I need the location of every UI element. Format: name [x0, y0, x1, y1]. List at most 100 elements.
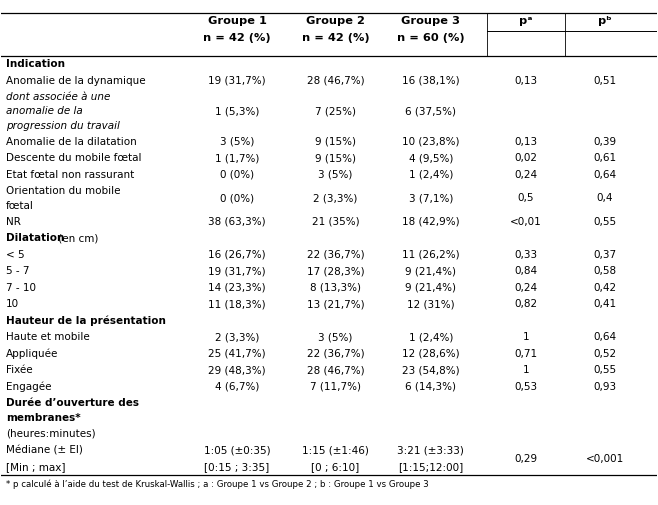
Text: 3 (5%): 3 (5%) [318, 332, 353, 342]
Text: 0,29: 0,29 [515, 453, 538, 464]
Text: 0,13: 0,13 [515, 76, 538, 86]
Text: 10: 10 [6, 299, 19, 310]
Text: * p calculé à l’aide du test de Kruskal-Wallis ; a : Groupe 1 vs Groupe 2 ; b : : * p calculé à l’aide du test de Kruskal-… [6, 480, 429, 489]
Text: n = 42 (%): n = 42 (%) [203, 33, 271, 43]
Text: 3 (7,1%): 3 (7,1%) [409, 193, 453, 204]
Text: 0,93: 0,93 [594, 382, 617, 392]
Text: Anomalie de la dynamique: Anomalie de la dynamique [6, 76, 145, 86]
Text: 0,4: 0,4 [597, 193, 613, 204]
Text: Orientation du mobile: Orientation du mobile [6, 186, 120, 196]
Text: 0 (0%): 0 (0%) [220, 193, 254, 204]
Text: 0,55: 0,55 [594, 365, 617, 375]
Text: Fixée: Fixée [6, 365, 33, 375]
Text: < 5: < 5 [6, 250, 24, 260]
Text: [0 ; 6:10]: [0 ; 6:10] [311, 462, 360, 472]
Text: 38 (63,3%): 38 (63,3%) [209, 217, 266, 227]
Text: (heures:minutes): (heures:minutes) [6, 429, 95, 439]
Text: 1:05 (±0:35): 1:05 (±0:35) [204, 445, 270, 456]
Text: 4 (6,7%): 4 (6,7%) [215, 382, 259, 392]
Text: Etat fœtal non rassurant: Etat fœtal non rassurant [6, 170, 134, 180]
Text: NR: NR [6, 217, 21, 227]
Text: 7 (25%): 7 (25%) [315, 107, 356, 116]
Text: 0,02: 0,02 [515, 154, 538, 164]
Text: Médiane (± EI): Médiane (± EI) [6, 445, 83, 456]
Text: Durée d’ouverture des: Durée d’ouverture des [6, 398, 139, 408]
Text: 0,64: 0,64 [594, 332, 617, 342]
Text: 29 (48,3%): 29 (48,3%) [209, 365, 266, 375]
Text: 23 (54,8%): 23 (54,8%) [402, 365, 459, 375]
Text: [Min ; max]: [Min ; max] [6, 462, 65, 472]
Text: 1 (5,3%): 1 (5,3%) [215, 107, 259, 116]
Text: 3:21 (±3:33): 3:21 (±3:33) [397, 445, 464, 456]
Text: 28 (46,7%): 28 (46,7%) [307, 365, 365, 375]
Text: 7 (11,7%): 7 (11,7%) [310, 382, 361, 392]
Text: 18 (42,9%): 18 (42,9%) [402, 217, 459, 227]
Text: 0,51: 0,51 [594, 76, 617, 86]
Text: 1: 1 [522, 332, 529, 342]
Text: Haute et mobile: Haute et mobile [6, 332, 89, 342]
Text: 28 (46,7%): 28 (46,7%) [307, 76, 365, 86]
Text: 3 (5%): 3 (5%) [318, 170, 353, 180]
Text: fœtal: fœtal [6, 201, 34, 211]
Text: 13 (21,7%): 13 (21,7%) [307, 299, 365, 310]
Text: 0,84: 0,84 [515, 266, 538, 276]
Text: 0,33: 0,33 [515, 250, 538, 260]
Text: 2 (3,3%): 2 (3,3%) [313, 193, 358, 204]
Text: 3 (5%): 3 (5%) [220, 137, 254, 147]
Text: 6 (37,5%): 6 (37,5%) [405, 107, 456, 116]
Text: 1:15 (±1:46): 1:15 (±1:46) [302, 445, 369, 456]
Text: Groupe 1: Groupe 1 [208, 16, 266, 26]
Text: Anomalie de la dilatation: Anomalie de la dilatation [6, 137, 137, 147]
Text: 0,64: 0,64 [594, 170, 617, 180]
Text: 9 (15%): 9 (15%) [315, 154, 356, 164]
Text: 25 (41,7%): 25 (41,7%) [209, 349, 266, 359]
Text: 17 (28,3%): 17 (28,3%) [307, 266, 365, 276]
Text: 16 (38,1%): 16 (38,1%) [402, 76, 459, 86]
Text: 11 (18,3%): 11 (18,3%) [209, 299, 266, 310]
Text: 0,41: 0,41 [594, 299, 617, 310]
Text: 0,52: 0,52 [594, 349, 617, 359]
Text: membranes*: membranes* [6, 413, 80, 423]
Text: Engagée: Engagée [6, 382, 51, 392]
Text: Descente du mobile fœtal: Descente du mobile fœtal [6, 154, 141, 164]
Text: Groupe 2: Groupe 2 [306, 16, 365, 26]
Text: (en cm): (en cm) [55, 233, 99, 243]
Text: 1: 1 [522, 365, 529, 375]
Text: <0,001: <0,001 [586, 453, 624, 464]
Text: [0:15 ; 3:35]: [0:15 ; 3:35] [205, 462, 270, 472]
Text: <0,01: <0,01 [510, 217, 542, 227]
Text: Groupe 3: Groupe 3 [401, 16, 461, 26]
Text: 19 (31,7%): 19 (31,7%) [209, 266, 266, 276]
Text: 0,42: 0,42 [594, 283, 617, 293]
Text: 16 (26,7%): 16 (26,7%) [209, 250, 266, 260]
Text: 12 (31%): 12 (31%) [407, 299, 455, 310]
Text: n = 60 (%): n = 60 (%) [397, 33, 465, 43]
Text: 0,5: 0,5 [518, 193, 534, 204]
Text: 0,13: 0,13 [515, 137, 538, 147]
Text: 19 (31,7%): 19 (31,7%) [209, 76, 266, 86]
Text: 22 (36,7%): 22 (36,7%) [307, 349, 365, 359]
Text: 9 (15%): 9 (15%) [315, 137, 356, 147]
Text: 0 (0%): 0 (0%) [220, 170, 254, 180]
Text: 10 (23,8%): 10 (23,8%) [402, 137, 459, 147]
Text: Appliquée: Appliquée [6, 348, 59, 359]
Text: 7 - 10: 7 - 10 [6, 283, 36, 293]
Text: 5 - 7: 5 - 7 [6, 266, 30, 276]
Text: 11 (26,2%): 11 (26,2%) [402, 250, 459, 260]
Text: 1 (2,4%): 1 (2,4%) [409, 170, 453, 180]
Text: 0,61: 0,61 [594, 154, 617, 164]
Text: 9 (21,4%): 9 (21,4%) [405, 266, 456, 276]
Text: [1:15;12:00]: [1:15;12:00] [398, 462, 463, 472]
Text: 6 (14,3%): 6 (14,3%) [405, 382, 456, 392]
Text: 0,55: 0,55 [594, 217, 617, 227]
Text: 0,24: 0,24 [515, 283, 538, 293]
Text: 0,37: 0,37 [594, 250, 617, 260]
Text: 4 (9,5%): 4 (9,5%) [409, 154, 453, 164]
Text: 22 (36,7%): 22 (36,7%) [307, 250, 365, 260]
Text: progression du travail: progression du travail [6, 121, 120, 131]
Text: anomalie de la: anomalie de la [6, 107, 83, 116]
Text: 0,24: 0,24 [515, 170, 538, 180]
Text: 9 (21,4%): 9 (21,4%) [405, 283, 456, 293]
Text: pᵃ: pᵃ [519, 16, 533, 26]
Text: 21 (35%): 21 (35%) [312, 217, 359, 227]
